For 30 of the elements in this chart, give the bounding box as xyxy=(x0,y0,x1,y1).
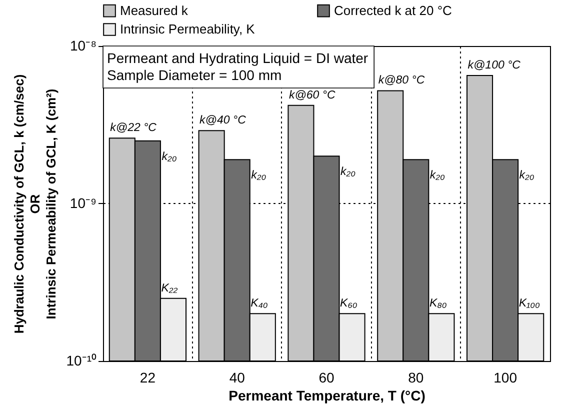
y-tick-label: 10⁻⁹ xyxy=(70,195,96,211)
annotation: k@80 °C xyxy=(378,74,426,87)
x-tick-label: 80 xyxy=(408,370,424,386)
legend-label: Measured k xyxy=(120,2,188,18)
x-axis-title: Permeant Temperature, T (°C) xyxy=(228,388,426,404)
y-tick-label: 10⁻⁸ xyxy=(70,38,97,54)
legend-label: Corrected k at 20 °C xyxy=(334,2,452,18)
annotation: Permeant and Hydrating Liquid = DI water xyxy=(107,50,368,66)
annotation: k₂₀ xyxy=(340,166,356,178)
y-axis-title: Hydraulic Conductivity of GCL, k (cm/sec) OR Intrinsic Permeability of GCL, K (cm²) xyxy=(11,74,58,334)
annotation: k₂₀ xyxy=(430,170,446,182)
annotation: K₁₀₀ xyxy=(518,298,540,310)
annotation: k₂₀ xyxy=(519,170,534,182)
annotation: k@100 °C xyxy=(468,59,522,72)
x-tick-label: 60 xyxy=(318,370,334,386)
x-tick-label: 40 xyxy=(229,370,246,386)
annotation: k₂₀ xyxy=(251,170,266,182)
annotation: k₂₀ xyxy=(162,150,177,163)
annotation: K₆₀ xyxy=(340,298,358,310)
legend-label: Intrinsic Permeability, K xyxy=(120,22,256,36)
x-tick-label: 100 xyxy=(494,370,518,386)
annotation: K₄₀ xyxy=(250,298,268,310)
annotation: K₈₀ xyxy=(429,298,447,310)
annotation: K₂₂ xyxy=(161,282,178,294)
annotation: k@60 °C xyxy=(288,89,336,102)
x-tick-label: 22 xyxy=(140,370,156,386)
annotation: k@22 °C xyxy=(110,122,158,134)
annotation: Sample Diameter = 100 mm xyxy=(107,67,282,83)
y-tick-label: 10⁻¹⁰ xyxy=(66,352,96,368)
annotation: k@40 °C xyxy=(200,114,247,127)
